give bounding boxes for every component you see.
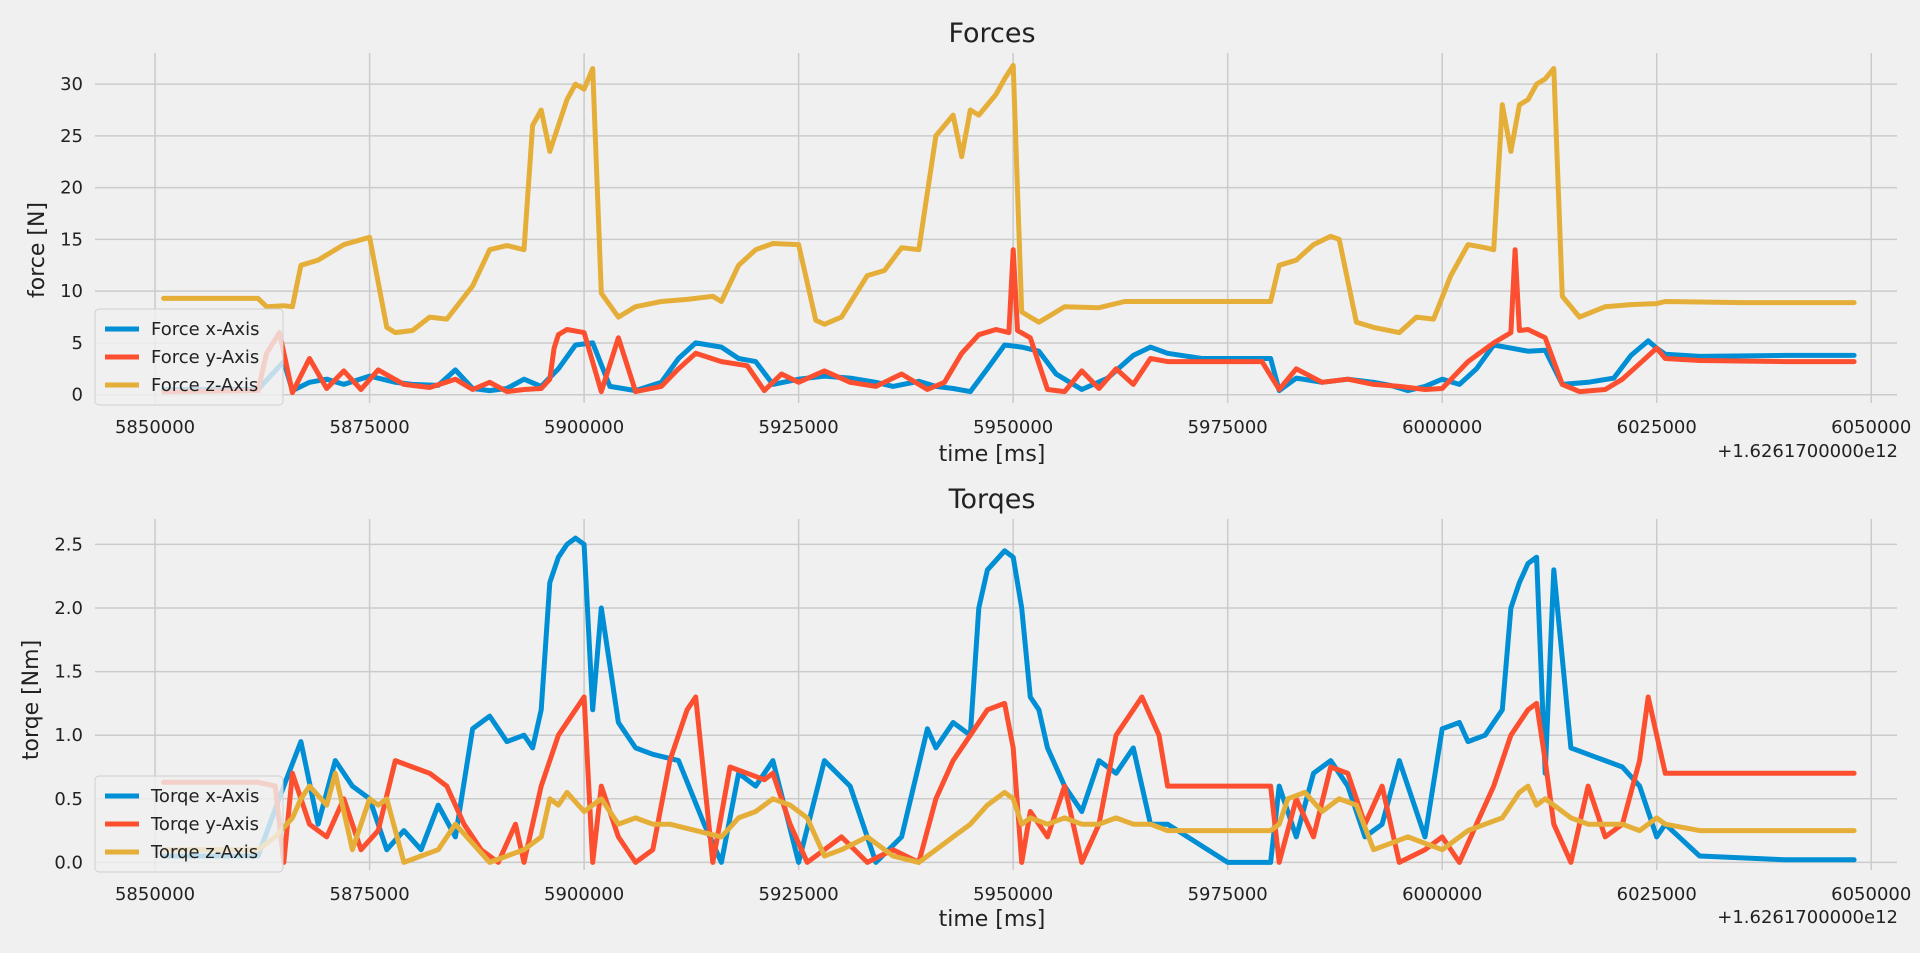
- torqes-legend-label: Torqe y-Axis: [150, 814, 259, 835]
- torqes-x-tick-labels: 5850000 5875000 5900000 5925000 5950000 59750…: [115, 884, 1911, 905]
- torqes-x-tick-label: 6000000: [1402, 884, 1482, 905]
- torqes-y-tick-label: 1.5: [54, 662, 83, 683]
- forces-x-tick-label: 5850000: [115, 417, 195, 438]
- torqes-x-tick-label: 6050000: [1831, 884, 1911, 905]
- forces-legend-label: Force z-Axis: [151, 375, 258, 396]
- torqes-panel: Torqes 5850000 5875000 5900000 5925000 59500…: [19, 484, 1911, 932]
- forces-series-line-1: [161, 338, 1857, 395]
- forces-panel: Forces 5850000 5875000 5900000 5925000 59500…: [25, 18, 1911, 467]
- torqes-y-axis-label: torqe [Nm]: [19, 640, 44, 760]
- torqes-x-tick-label: 5850000: [115, 884, 195, 905]
- forces-y-axis-label: force [N]: [25, 202, 50, 298]
- forces-x-tick-label: 6050000: [1831, 417, 1911, 438]
- torqes-title: Torqes: [948, 484, 1036, 515]
- torqes-x-tick-label: 6025000: [1617, 884, 1697, 905]
- torqes-legend: Torqe x-Axis Torqe y-Axis Torqe z-Axis: [94, 775, 284, 873]
- forces-legend-box: [94, 308, 284, 406]
- forces-x-tick-label: 5875000: [330, 417, 410, 438]
- torqes-series-line-2: [161, 694, 1857, 865]
- torqes-legend-label: Torqe x-Axis: [150, 786, 259, 807]
- torqes-x-tick-label: 5900000: [544, 884, 624, 905]
- torqes-legend-label: Torqe z-Axis: [150, 842, 258, 863]
- torqes-y-tick-label: 1.0: [54, 725, 83, 746]
- forces-x-tick-label: 5950000: [973, 417, 1053, 438]
- torqes-y-tick-labels: 0.0 0.5 1.0 1.5 2.0 2.5: [54, 534, 83, 873]
- torqes-y-tick-label: 2.5: [54, 534, 83, 555]
- forces-x-tick-label: 5975000: [1188, 417, 1268, 438]
- forces-y-tick-label: 0: [72, 385, 83, 406]
- forces-y-tick-label: 10: [60, 281, 83, 302]
- forces-x-tick-label: 5925000: [759, 417, 839, 438]
- torqes-x-tick-label: 5975000: [1188, 884, 1268, 905]
- forces-series-line-2: [161, 247, 1857, 396]
- torqes-series-lines: [161, 535, 1857, 865]
- forces-x-tick-label: 6000000: [1402, 417, 1482, 438]
- torqes-x-tick-label: 5950000: [973, 884, 1053, 905]
- forces-y-tick-labels: 0 5 10 15 20 25 30: [60, 74, 83, 406]
- forces-x-tick-label: 5900000: [544, 417, 624, 438]
- forces-legend-label: Force x-Axis: [151, 319, 260, 340]
- torqes-series-line-1: [161, 535, 1857, 865]
- forces-y-tick-label: 20: [60, 178, 83, 199]
- forces-y-tick-label: 15: [60, 229, 83, 250]
- torqes-y-tick-label: 2.0: [54, 598, 83, 619]
- forces-y-tick-label: 30: [60, 74, 83, 95]
- torqes-x-tick-label: 5875000: [330, 884, 410, 905]
- torqes-y-tick-label: 0.5: [54, 789, 83, 810]
- forces-grid: [95, 53, 1897, 403]
- forces-title: Forces: [948, 18, 1035, 49]
- forces-series-line-3: [161, 62, 1857, 336]
- forces-legend: Force x-Axis Force y-Axis Force z-Axis: [94, 308, 284, 406]
- forces-offset-label: +1.6261700000e12: [1717, 441, 1898, 462]
- forces-series-lines: [161, 62, 1857, 396]
- forces-x-axis-label: time [ms]: [939, 442, 1046, 467]
- forces-x-tick-labels: 5850000 5875000 5900000 5925000 5950000 59750…: [115, 417, 1911, 438]
- forces-legend-label: Force y-Axis: [151, 347, 259, 368]
- forces-x-tick-label: 6025000: [1617, 417, 1697, 438]
- torqes-series-line-3: [161, 770, 1857, 865]
- torqes-offset-label: +1.6261700000e12: [1717, 907, 1898, 928]
- torqes-x-axis-label: time [ms]: [939, 907, 1046, 932]
- torqes-y-tick-label: 0.0: [54, 852, 83, 873]
- forces-y-tick-label: 5: [72, 333, 83, 354]
- torqes-x-tick-label: 5925000: [759, 884, 839, 905]
- torqes-legend-box: [94, 775, 284, 873]
- forces-y-tick-label: 25: [60, 126, 83, 147]
